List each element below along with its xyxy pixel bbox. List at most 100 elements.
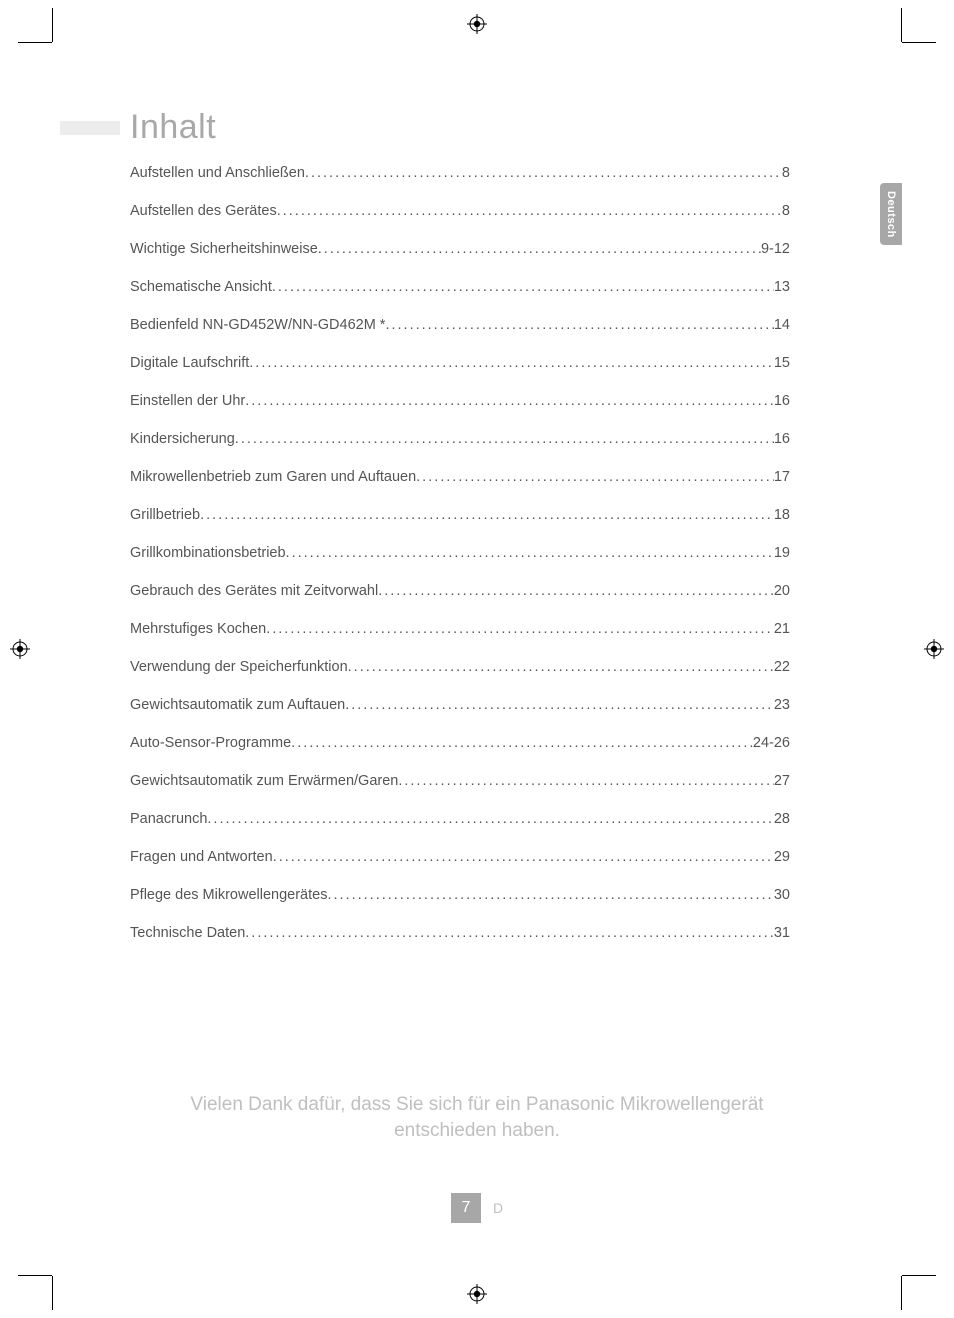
toc-row: Kindersicherung 16 [130, 431, 790, 447]
crop-mark [902, 1275, 936, 1276]
toc-row: Pflege des Mikrowellengerätes 30 [130, 887, 790, 903]
toc-row: Panacrunch 28 [130, 811, 790, 827]
toc-entry-label: Mikrowellenbetrieb zum Garen und Auftaue… [130, 469, 416, 485]
toc-entry-label: Grillkombinationsbetrieb [130, 545, 286, 561]
toc-row: Schematische Ansicht 13 [130, 279, 790, 295]
registration-mark-icon [467, 14, 487, 34]
toc-row: Technische Daten 31 [130, 925, 790, 941]
toc-leader-dots [249, 355, 774, 371]
toc-row: Digitale Laufschrift 15 [130, 355, 790, 371]
toc-entry-label: Bedienfeld NN-GD452W/NN-GD462M * [130, 317, 385, 333]
crop-mark [901, 1276, 902, 1310]
toc-row: Aufstellen des Gerätes 8 [130, 203, 790, 219]
page-language-code: D [493, 1200, 503, 1216]
toc-entry-page: 27 [774, 773, 790, 789]
table-of-contents: Aufstellen und Anschließen 8Aufstellen d… [130, 165, 790, 941]
toc-leader-dots [245, 925, 774, 941]
toc-entry-label: Aufstellen des Gerätes [130, 203, 277, 219]
toc-row: Mehrstufiges Kochen 21 [130, 621, 790, 637]
toc-entry-label: Kindersicherung [130, 431, 235, 447]
toc-leader-dots [245, 393, 774, 409]
toc-row: Gewichtsautomatik zum Auftauen 23 [130, 697, 790, 713]
toc-leader-dots [345, 697, 774, 713]
thank-you-line: Vielen Dank dafür, dass Sie sich für ein… [0, 1092, 954, 1118]
toc-leader-dots [385, 317, 773, 333]
toc-entry-label: Aufstellen und Anschließen [130, 165, 305, 181]
crop-mark [902, 42, 936, 43]
crop-mark [901, 8, 902, 42]
page-title: Inhalt [130, 108, 216, 147]
page-footer: 7 D [0, 1193, 954, 1223]
crop-mark [52, 1276, 53, 1310]
toc-entry-label: Panacrunch [130, 811, 207, 827]
toc-entry-label: Gewichtsautomatik zum Auftauen [130, 697, 345, 713]
toc-entry-page: 24-26 [753, 735, 790, 751]
toc-row: Einstellen der Uhr 16 [130, 393, 790, 409]
heading-accent-bar [60, 121, 120, 135]
thank-you-line: entschieden haben. [0, 1118, 954, 1144]
toc-entry-label: Gewichtsautomatik zum Erwärmen/Garen [130, 773, 398, 789]
crop-mark [18, 42, 52, 43]
toc-leader-dots [416, 469, 774, 485]
toc-row: Auto-Sensor-Programme 24-26 [130, 735, 790, 751]
toc-entry-label: Auto-Sensor-Programme [130, 735, 291, 751]
toc-entry-label: Schematische Ansicht [130, 279, 272, 295]
toc-entry-label: Technische Daten [130, 925, 245, 941]
toc-row: Gewichtsautomatik zum Erwärmen/Garen 27 [130, 773, 790, 789]
manual-page: Deutsch Inhalt Aufstellen und Anschließe… [0, 0, 954, 1318]
toc-leader-dots [235, 431, 774, 447]
toc-entry-page: 28 [774, 811, 790, 827]
toc-row: Bedienfeld NN-GD452W/NN-GD462M * 14 [130, 317, 790, 333]
toc-entry-page: 20 [774, 583, 790, 599]
toc-entry-label: Wichtige Sicherheitshinweise [130, 241, 318, 257]
toc-entry-page: 18 [774, 507, 790, 523]
toc-entry-label: Grillbetrieb [130, 507, 200, 523]
toc-entry-label: Verwendung der Speicherfunktion [130, 659, 348, 675]
toc-leader-dots [348, 659, 774, 675]
toc-leader-dots [272, 279, 774, 295]
content-area: Inhalt Aufstellen und Anschließen 8Aufst… [130, 108, 790, 963]
toc-entry-page: 29 [774, 849, 790, 865]
registration-mark-icon [10, 639, 30, 659]
toc-entry-page: 13 [774, 279, 790, 295]
language-tab-label: Deutsch [885, 191, 897, 238]
toc-entry-page: 17 [774, 469, 790, 485]
toc-entry-label: Mehrstufiges Kochen [130, 621, 266, 637]
heading-row: Inhalt [130, 108, 790, 147]
toc-leader-dots [398, 773, 774, 789]
toc-row: Grillbetrieb 18 [130, 507, 790, 523]
language-tab: Deutsch [880, 183, 902, 245]
toc-entry-label: Digitale Laufschrift [130, 355, 249, 371]
toc-leader-dots [378, 583, 774, 599]
toc-row: Grillkombinationsbetrieb 19 [130, 545, 790, 561]
toc-entry-page: 22 [774, 659, 790, 675]
toc-entry-page: 15 [774, 355, 790, 371]
page-number-box: 7 [451, 1193, 481, 1223]
toc-entry-page: 19 [774, 545, 790, 561]
page-number: 7 [461, 1199, 470, 1217]
toc-leader-dots [327, 887, 773, 903]
crop-mark [18, 1275, 52, 1276]
toc-leader-dots [200, 507, 774, 523]
crop-mark [52, 8, 53, 42]
toc-entry-page: 21 [774, 621, 790, 637]
toc-leader-dots [273, 849, 774, 865]
toc-row: Mikrowellenbetrieb zum Garen und Auftaue… [130, 469, 790, 485]
toc-entry-page: 16 [774, 431, 790, 447]
toc-entry-label: Einstellen der Uhr [130, 393, 245, 409]
toc-entry-page: 8 [782, 203, 790, 219]
toc-leader-dots [207, 811, 773, 827]
toc-entry-page: 23 [774, 697, 790, 713]
toc-entry-page: 14 [774, 317, 790, 333]
registration-mark-icon [467, 1284, 487, 1304]
toc-row: Fragen und Antworten 29 [130, 849, 790, 865]
toc-row: Gebrauch des Gerätes mit Zeitvorwahl 20 [130, 583, 790, 599]
toc-leader-dots [318, 241, 761, 257]
toc-row: Aufstellen und Anschließen 8 [130, 165, 790, 181]
toc-entry-label: Fragen und Antworten [130, 849, 273, 865]
toc-entry-page: 9-12 [761, 241, 790, 257]
toc-row: Verwendung der Speicherfunktion 22 [130, 659, 790, 675]
thank-you-note: Vielen Dank dafür, dass Sie sich für ein… [0, 1092, 954, 1143]
toc-entry-page: 31 [774, 925, 790, 941]
toc-leader-dots [266, 621, 774, 637]
